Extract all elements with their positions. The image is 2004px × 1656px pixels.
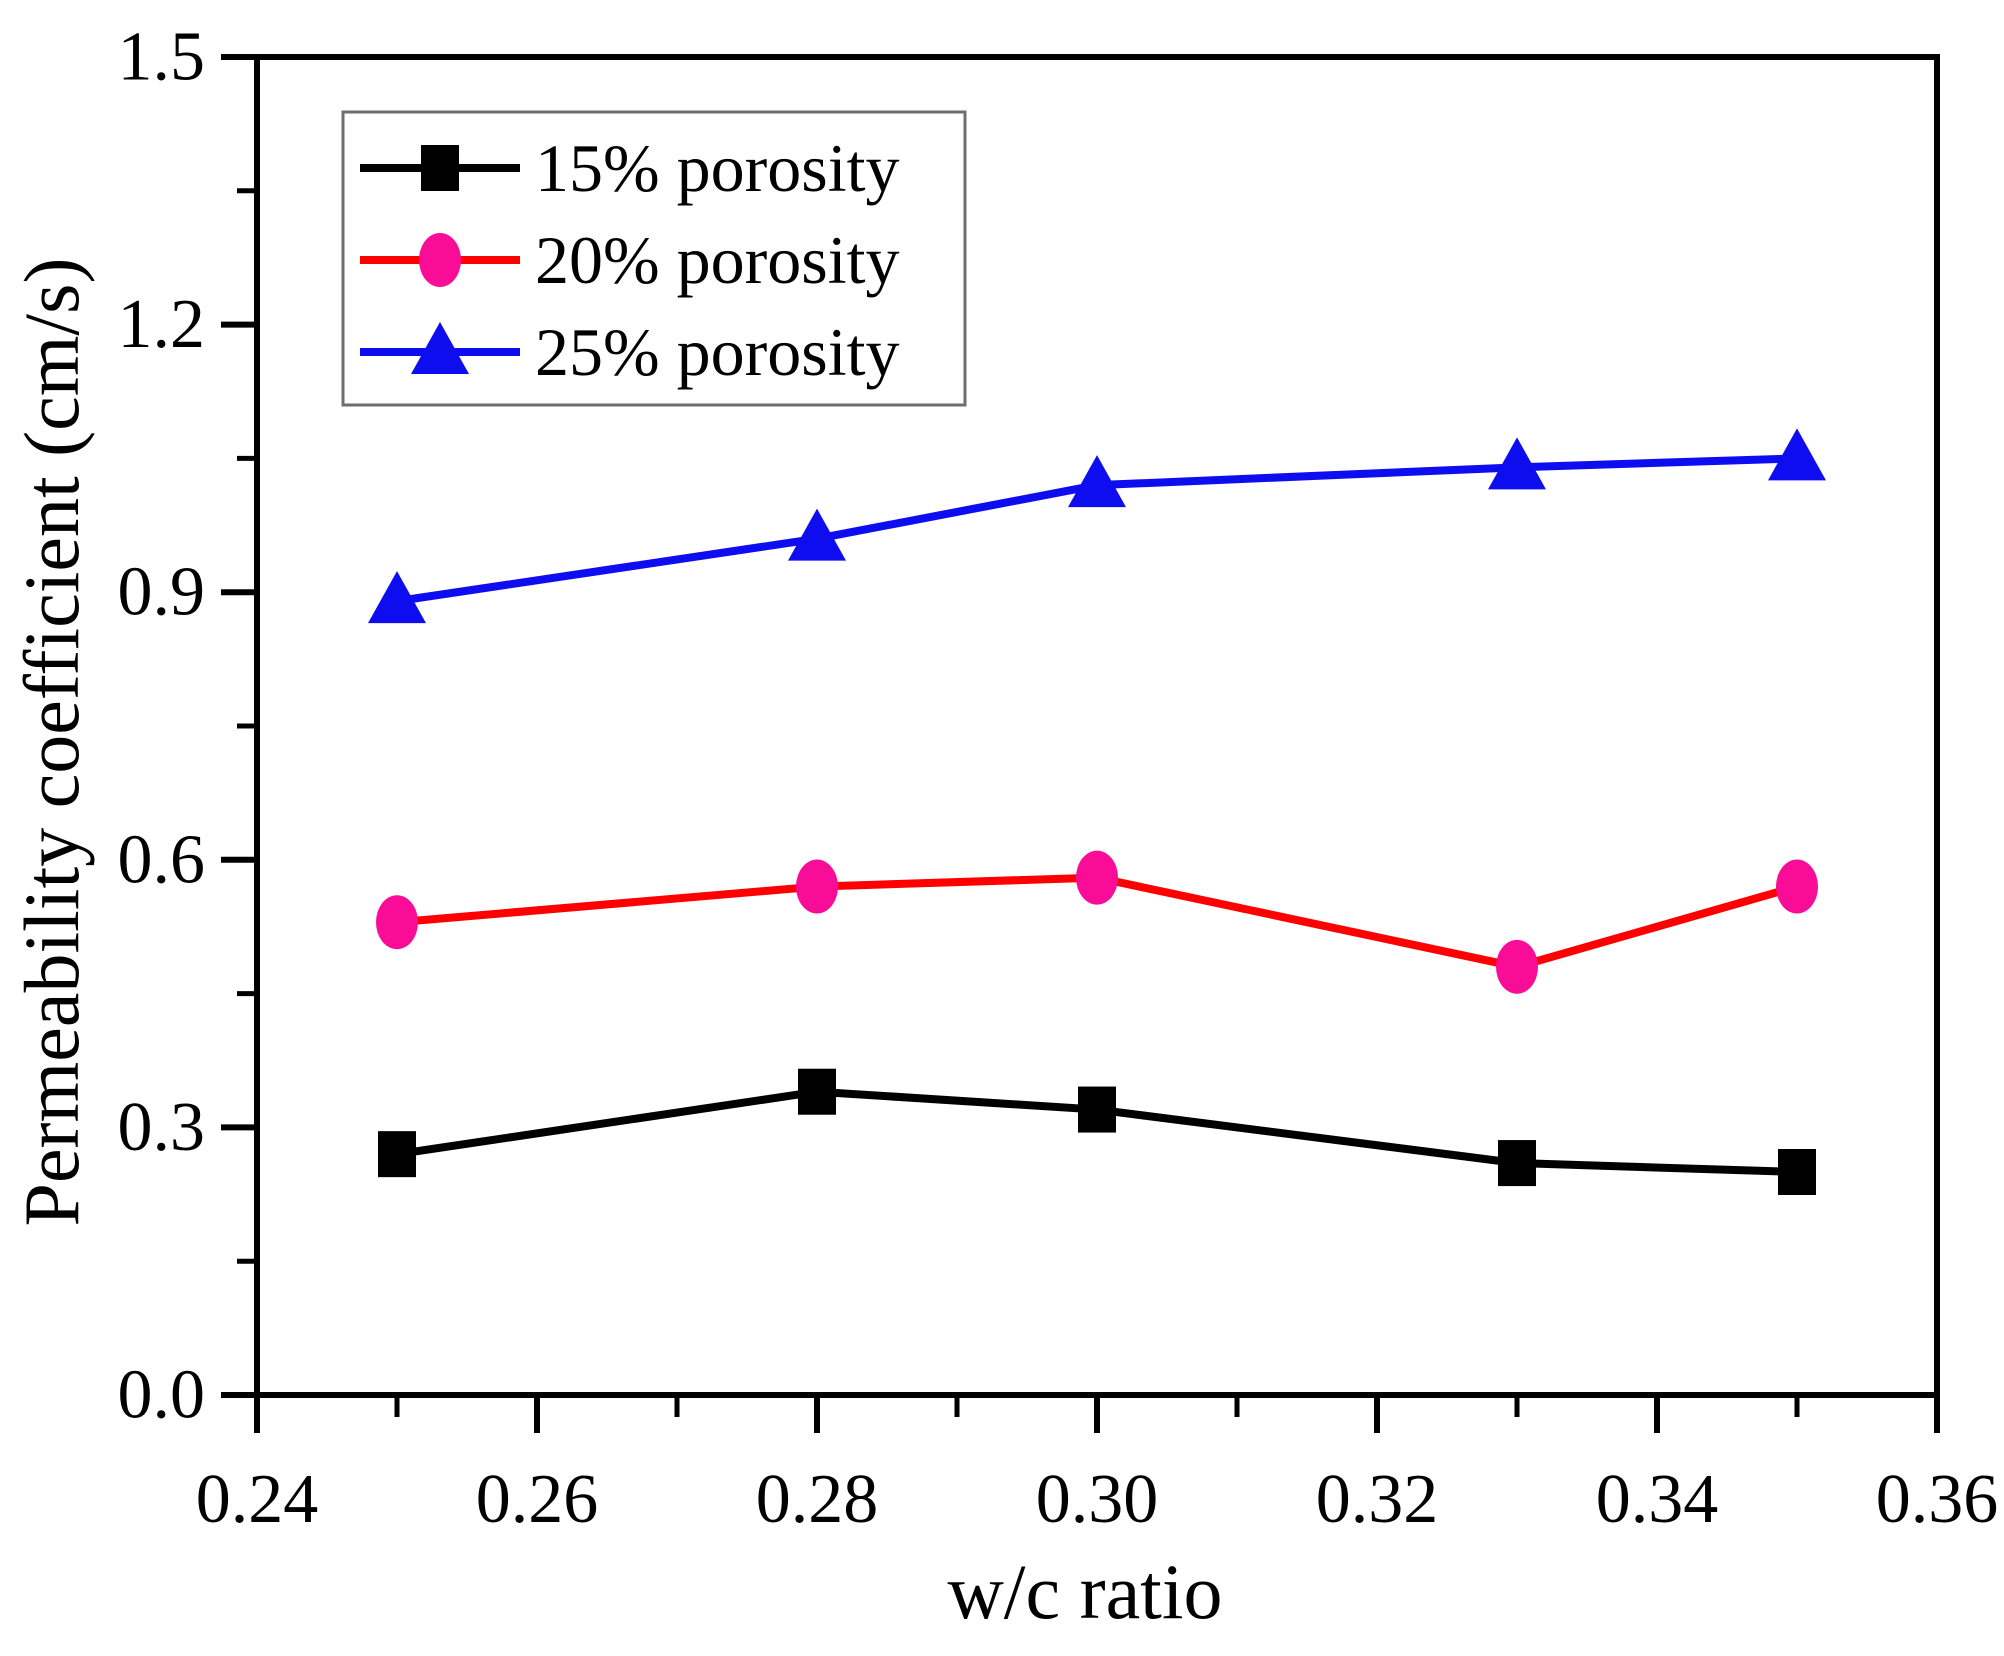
data-point-marker xyxy=(1488,437,1546,490)
y-tick-label: 1.5 xyxy=(118,19,206,96)
legend-marker xyxy=(411,322,469,374)
series-25-porosity xyxy=(368,428,1826,624)
legend-entry: 15% porosity xyxy=(360,130,900,206)
legend-label: 15% porosity xyxy=(535,130,900,206)
legend-marker xyxy=(419,233,461,287)
data-point-marker xyxy=(1778,1149,1816,1195)
legend-label: 25% porosity xyxy=(535,314,900,390)
y-tick-label: 0.9 xyxy=(118,554,206,631)
data-point-marker xyxy=(1768,428,1826,481)
data-point-marker xyxy=(1498,1140,1536,1187)
legend: 15% porosity 20% porosity 25% porosity xyxy=(341,110,967,407)
x-tick-label: 0.30 xyxy=(1036,1461,1159,1538)
data-point-marker xyxy=(368,571,426,624)
data-point-marker xyxy=(796,859,838,914)
series-15-porosity xyxy=(378,1068,1816,1195)
y-tick-label: 0.0 xyxy=(118,1357,206,1434)
x-tick-label: 0.28 xyxy=(756,1461,879,1538)
y-tick-label: 1.2 xyxy=(118,286,206,363)
x-tick-label: 0.36 xyxy=(1876,1461,1999,1538)
data-point-marker xyxy=(788,508,846,561)
data-point-marker xyxy=(378,1131,416,1178)
legend-entry: 20% porosity xyxy=(360,222,900,298)
x-tick-label: 0.34 xyxy=(1596,1461,1719,1538)
x-tick-label: 0.32 xyxy=(1316,1461,1439,1538)
y-tick-label: 0.3 xyxy=(118,1089,206,1166)
x-axis-title: w/c ratio xyxy=(947,1548,1222,1635)
data-point-marker xyxy=(1078,1086,1116,1133)
y-tick-label: 0.6 xyxy=(118,821,206,898)
legend-marker xyxy=(421,145,459,191)
legend-label: 20% porosity xyxy=(535,222,900,298)
legend-entry: 25% porosity xyxy=(360,314,900,390)
data-point-marker xyxy=(1076,850,1118,905)
data-point-marker xyxy=(1068,455,1126,508)
data-point-marker xyxy=(798,1068,836,1115)
series-20-porosity xyxy=(376,850,1818,994)
data-point-marker xyxy=(1776,859,1818,914)
x-tick-label: 0.26 xyxy=(476,1461,599,1538)
data-point-marker xyxy=(1496,939,1538,994)
x-tick-label: 0.24 xyxy=(196,1461,319,1538)
data-point-marker xyxy=(376,895,418,950)
y-axis-title: Permeability coefficient (cm/s) xyxy=(8,258,95,1227)
